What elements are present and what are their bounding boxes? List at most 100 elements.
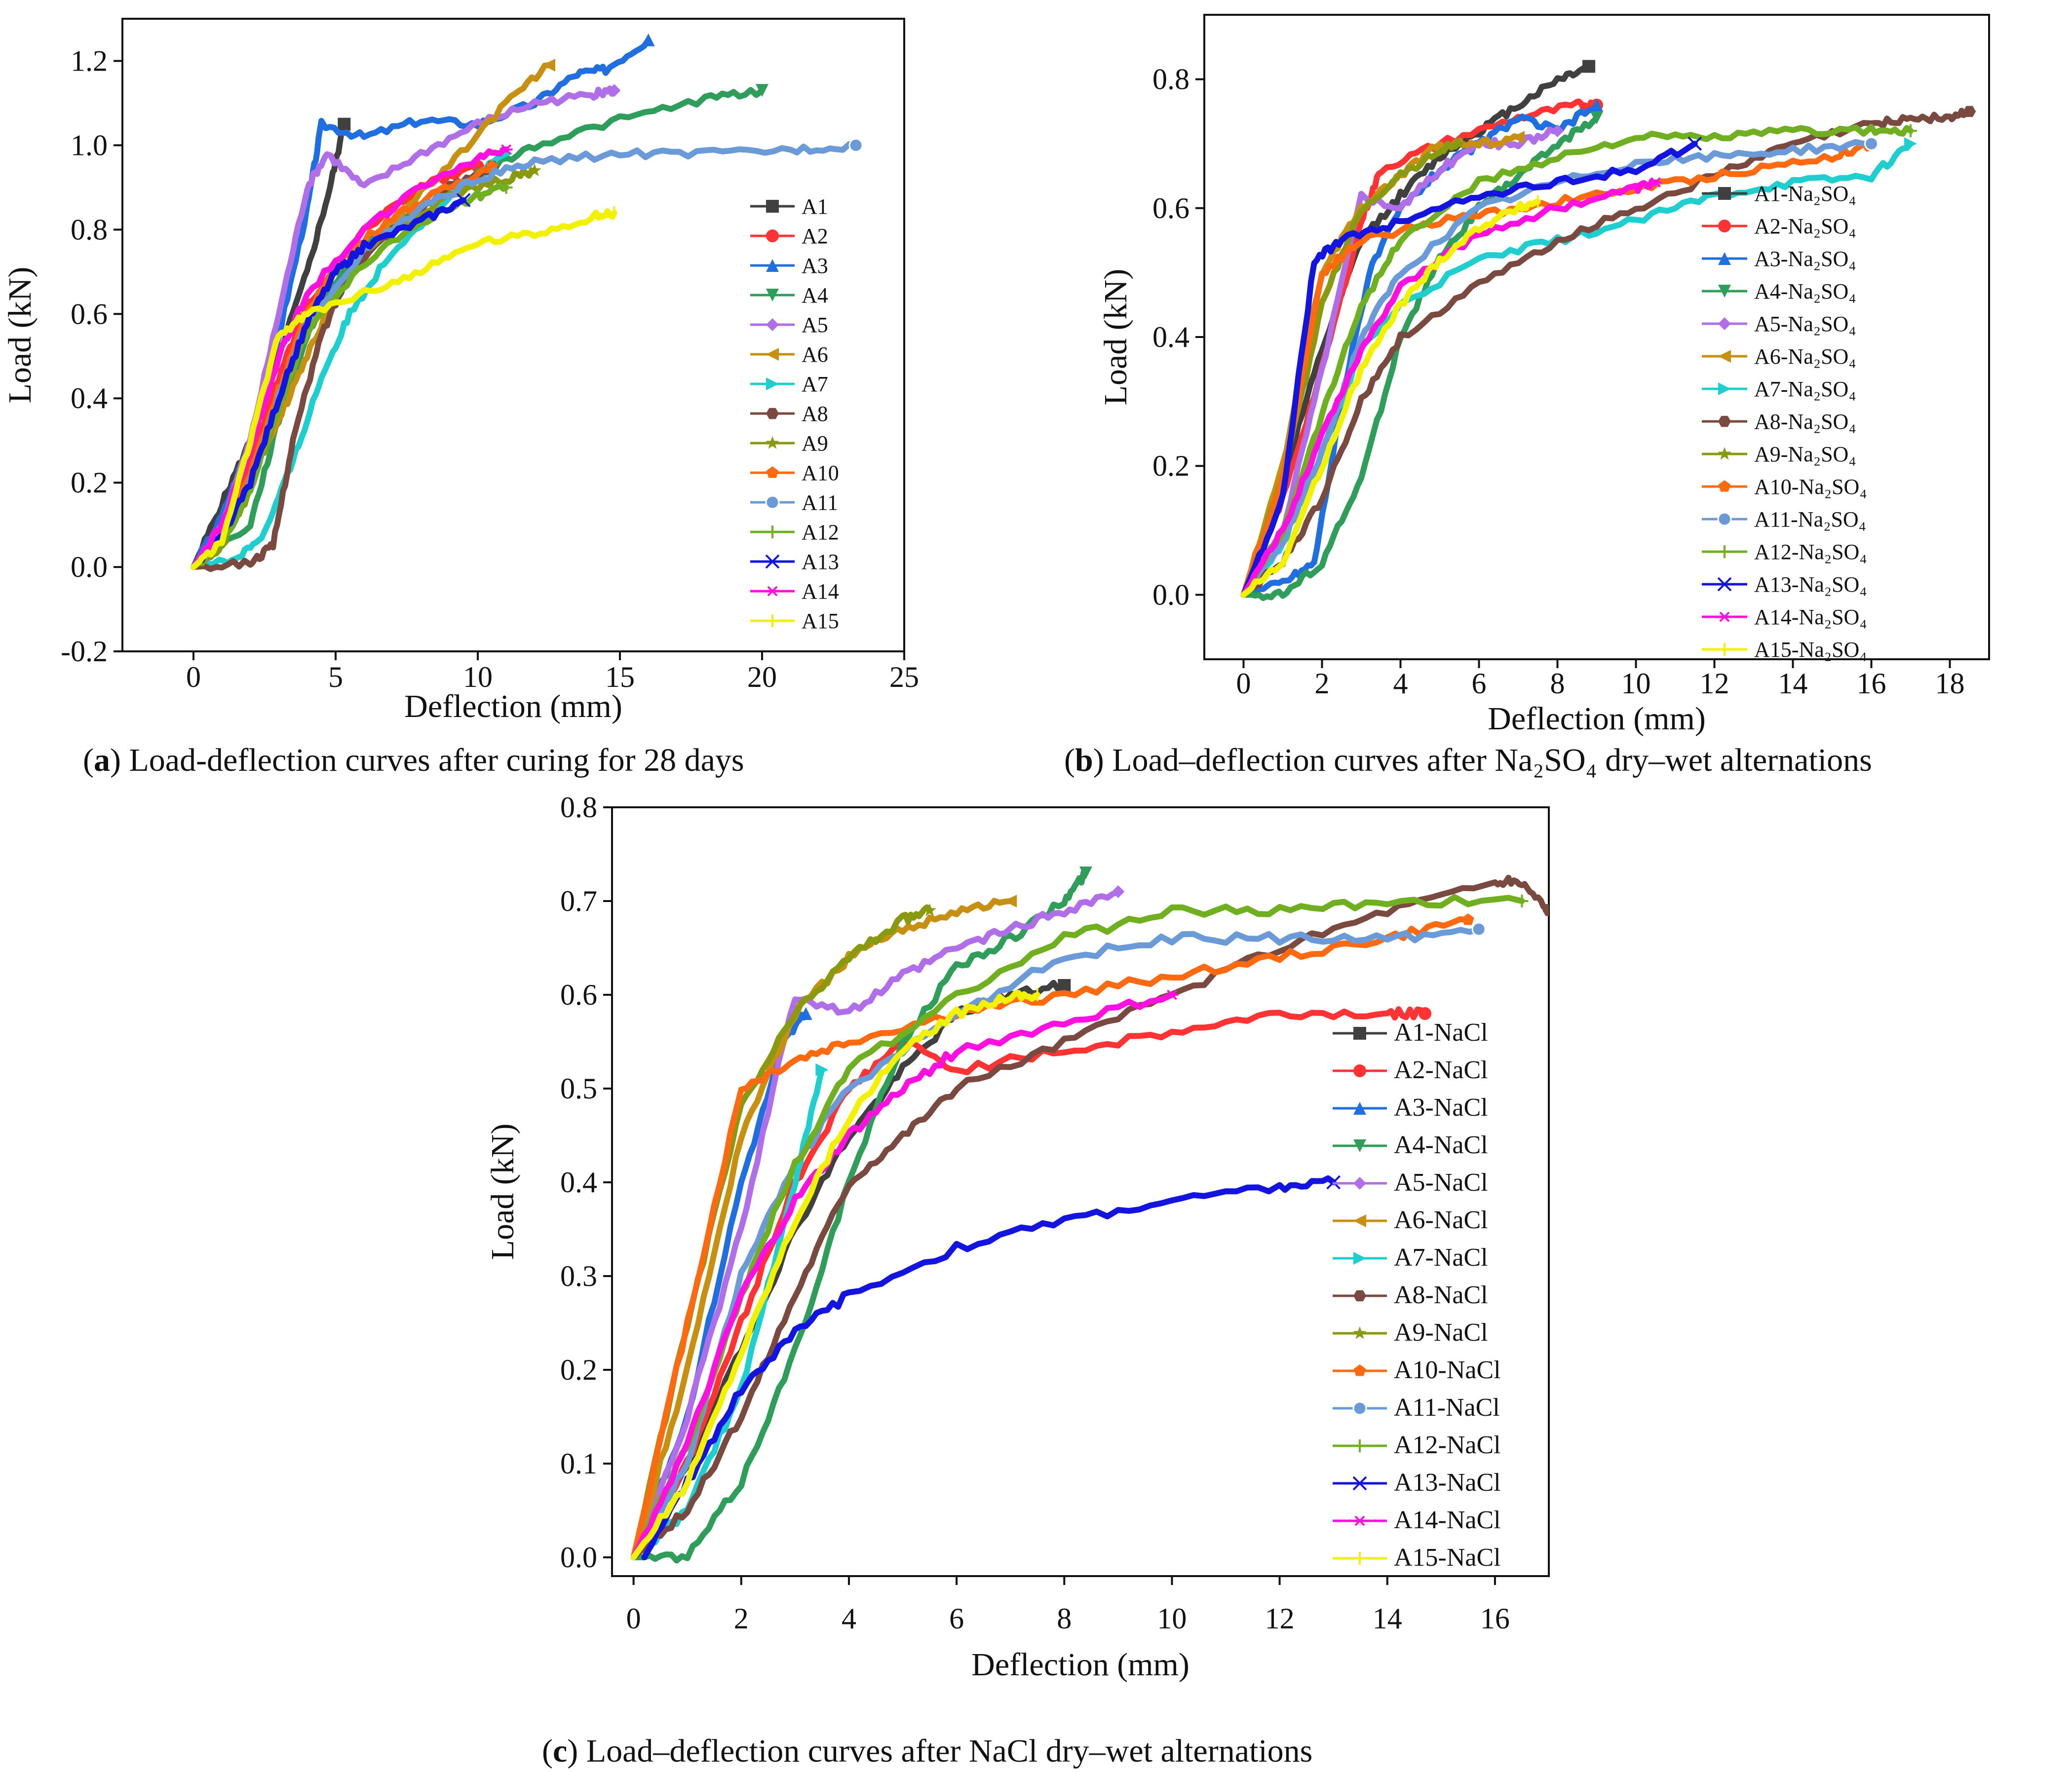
y-tick-label: 0.6	[560, 979, 597, 1011]
legend-marker	[1718, 285, 1731, 298]
legend-label: A12	[802, 520, 839, 544]
caption-text: Load-deflection curves after curing for …	[121, 742, 744, 778]
series-end-marker	[1515, 895, 1529, 907]
series-end-marker	[499, 181, 513, 194]
legend-label: A15-NaCl	[1394, 1544, 1501, 1572]
legend-label: A9-Na₂SO₄	[1754, 442, 1856, 466]
series-end-marker	[1542, 905, 1549, 916]
legend-label: A10	[802, 461, 839, 485]
legend-marker	[1717, 577, 1732, 592]
series-end-marker	[1512, 131, 1525, 144]
x-tick-label: 10	[1157, 1602, 1187, 1635]
legend: A1 A2 A3 A4 A5 A6 A7 A8 A9 A10 A11 A12 A13 A14 A15	[750, 194, 839, 633]
plot-frame	[611, 806, 1550, 1577]
series-end-marker	[1649, 177, 1662, 188]
x-tick-label: 2	[734, 1602, 749, 1635]
series-layer	[630, 867, 1549, 1564]
legend-marker	[1718, 350, 1731, 363]
legend-marker	[766, 259, 779, 272]
y-tick-label: 0.2	[560, 1354, 597, 1386]
series-end-marker	[848, 138, 863, 152]
caption: (b) Load–deflection curves after Na₂SO₄ …	[1064, 742, 1872, 778]
legend-label: A13-NaCl	[1394, 1469, 1501, 1497]
y-axis-label: Load (kN)	[1098, 269, 1134, 406]
y-tick-label: 0.0	[1152, 578, 1189, 611]
legend-label: A14	[802, 579, 839, 603]
y-tick-label: 0.5	[560, 1072, 597, 1105]
caption-text: Load–deflection curves after Na₂SO₄ dry–…	[1104, 742, 1872, 778]
x-tick-label: 6	[1472, 667, 1487, 700]
legend-marker	[1353, 1214, 1366, 1227]
legend-label: A8-Na₂SO₄	[1754, 410, 1856, 434]
legend-label: A6-Na₂SO₄	[1754, 344, 1856, 369]
x-axis-label: Deflection (mm)	[971, 1647, 1189, 1683]
x-tick-label: 10	[1621, 667, 1651, 700]
x-tick-label: 0	[626, 1602, 641, 1635]
legend-label: A10-Na₂SO₄	[1754, 475, 1867, 499]
x-tick-label: 0	[1236, 667, 1251, 700]
legend-label: A5	[802, 313, 828, 337]
series-line-A2-Na₂SO₄	[1240, 98, 1600, 598]
legend: A1-Na₂SO₄ A2-Na₂SO₄ A3-Na₂SO₄ A4-Na₂SO₄ A5-N…	[1702, 182, 1867, 662]
legend-marker	[765, 495, 780, 510]
series-line-A13	[191, 197, 467, 570]
legend-marker	[1353, 1064, 1366, 1077]
y-tick-label: 0.0	[560, 1541, 597, 1574]
series-end-marker	[1112, 885, 1125, 898]
series-end-marker	[1688, 136, 1702, 151]
legend-marker	[766, 289, 779, 302]
y-tick-label: 0.8	[71, 213, 108, 246]
series-line-A6-NaCl	[630, 898, 1014, 1560]
legend-label: A5-Na₂SO₄	[1754, 312, 1856, 336]
x-tick-label: 8	[1550, 667, 1565, 700]
series-end-marker	[1079, 867, 1092, 879]
legend-label: A10-NaCl	[1394, 1356, 1501, 1384]
series-end-marker	[1590, 111, 1603, 124]
panel-b: 0 2 4 6 8 10 12 14 16 18 0.0 0.2 0.4 0.6 0.8 Deflection…	[1064, 14, 1990, 778]
legend-marker	[1353, 1139, 1366, 1152]
x-tick-label: 5	[328, 661, 343, 693]
y-axis-label: Load (kN)	[485, 1124, 521, 1260]
legend-label: A3-NaCl	[1394, 1093, 1488, 1122]
series-end-marker	[1551, 124, 1564, 138]
y-tick-label: 0.1	[560, 1447, 597, 1480]
x-tick-label: 0	[186, 661, 201, 693]
legend-label: A7-Na₂SO₄	[1754, 377, 1856, 401]
x-tick-label: 10	[463, 661, 493, 693]
series-end-marker	[1582, 60, 1596, 73]
legend-marker	[1352, 1401, 1367, 1416]
legend-marker	[1718, 252, 1731, 265]
x-tick-label: 6	[949, 1602, 964, 1635]
y-tick-label: 0.4	[560, 1166, 597, 1199]
legend: A1-NaCl A2-NaCl A3-NaCl A4-NaCl A5-NaCl A6-Na…	[1333, 1018, 1501, 1572]
caption-label: a	[94, 742, 110, 778]
legend-label: A8	[802, 402, 828, 426]
legend-marker	[1717, 512, 1732, 527]
x-axis-label: Deflection (mm)	[1488, 701, 1706, 737]
legend-label: A14-Na₂SO₄	[1754, 605, 1867, 629]
y-tick-label: 0.8	[560, 791, 597, 824]
x-tick-label: 20	[747, 661, 777, 693]
series-layer	[191, 33, 863, 572]
legend-marker	[766, 200, 779, 213]
series-end-marker	[528, 163, 541, 177]
series-end-marker	[1963, 106, 1976, 117]
legend-label: A15-Na₂SO₄	[1754, 638, 1867, 662]
legend-marker	[766, 466, 779, 478]
legend-label: A1-NaCl	[1394, 1018, 1488, 1047]
legend-label: A4-Na₂SO₄	[1754, 279, 1856, 303]
caption-label: c	[553, 1733, 567, 1769]
legend-label: A11	[802, 490, 838, 515]
y-tick-label: 0.4	[71, 382, 108, 415]
legend-marker	[1718, 447, 1731, 460]
legend-marker	[1353, 1027, 1366, 1040]
legend-label: A3-Na₂SO₄	[1754, 247, 1856, 271]
series-line-A7-NaCl	[630, 1067, 825, 1560]
y-tick-label: 0.0	[71, 551, 108, 583]
x-tick-label: 8	[1057, 1602, 1072, 1635]
legend-marker	[1353, 1177, 1366, 1190]
series-end-marker	[1590, 98, 1603, 112]
caption: (a) Load-deflection curves after curing …	[83, 742, 744, 778]
legend-marker	[766, 348, 779, 361]
